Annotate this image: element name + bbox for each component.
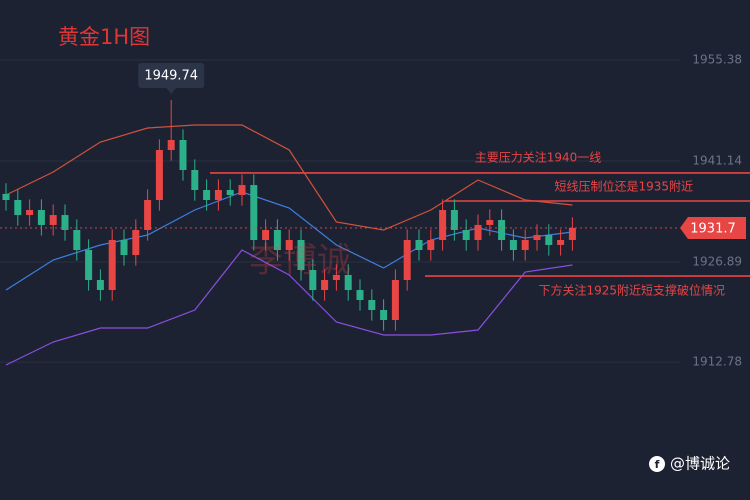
candle-body [214, 190, 222, 200]
band-line [5, 249, 573, 366]
candle-body [462, 230, 470, 240]
footer: @博诚论 [670, 455, 730, 473]
candle-body [108, 240, 116, 290]
annotation: 主要压力关注1940一线 [475, 149, 602, 164]
candle-body [155, 150, 163, 200]
candle-body [474, 224, 482, 240]
candle-body [2, 193, 10, 200]
candle-body [545, 234, 553, 245]
candle-body [309, 270, 317, 290]
candle-body [120, 240, 128, 256]
band-line [5, 124, 573, 231]
candle-body [509, 240, 517, 250]
max-pointer [166, 88, 177, 94]
candle-body [356, 290, 364, 300]
y-tick-label: 1926.89 [692, 255, 742, 269]
candle-body [26, 210, 34, 216]
candle-body [403, 240, 411, 280]
candle-body [380, 310, 388, 320]
logo-mark: f [655, 458, 660, 471]
candle-body [73, 230, 81, 250]
candle-body [332, 274, 340, 280]
candle-body [85, 250, 93, 280]
candle-body [61, 215, 69, 230]
candle-body [14, 200, 22, 216]
candle-body [49, 215, 57, 225]
max-label: 1949.74 [144, 69, 198, 84]
candle-body [391, 280, 399, 320]
y-tick-label: 1955.38 [692, 53, 742, 67]
price-badge [680, 216, 746, 239]
max-badge [138, 63, 205, 88]
candle-body [238, 185, 246, 196]
annotation: 下方关注1925附近短支撑破位情况 [538, 283, 725, 298]
candle-body [568, 227, 576, 240]
candle-body [427, 240, 435, 250]
candle-body [96, 280, 104, 290]
candle-body [191, 170, 199, 190]
candle-body [203, 190, 211, 200]
candle-body [167, 140, 175, 150]
price-label: 1931.7 [690, 221, 736, 236]
candle-body [450, 210, 458, 230]
candle-body [250, 185, 258, 240]
watermark: 李博诚 [249, 241, 351, 281]
candle-body [415, 240, 423, 250]
candle-body [368, 300, 376, 310]
candle-body [37, 210, 45, 225]
candle-body [132, 230, 140, 256]
candle-body [557, 240, 565, 245]
candle-body [498, 220, 506, 240]
candle-body [144, 200, 152, 230]
chart-title: 黄金1H图 [58, 25, 150, 49]
logo [649, 456, 665, 472]
candle-body [285, 240, 293, 250]
candle-body [262, 230, 270, 240]
candle-body [486, 220, 494, 225]
candle-body [439, 210, 447, 240]
candle-body [273, 230, 281, 250]
candle-body [179, 140, 187, 170]
candle-body [321, 280, 329, 290]
candle-body [344, 274, 352, 290]
annotation: 短线压制位还是1935附近 [554, 178, 693, 193]
candle-body [533, 234, 541, 240]
candle-body [521, 240, 529, 250]
candle-body [297, 240, 305, 270]
y-tick-label: 1941.14 [692, 153, 742, 167]
plot: 1912.78 1926.89 1941.14 1955.38 主要压力关注1940一线… [0, 53, 750, 369]
candle-body [226, 190, 234, 196]
y-tick-label: 1912.78 [692, 355, 742, 369]
